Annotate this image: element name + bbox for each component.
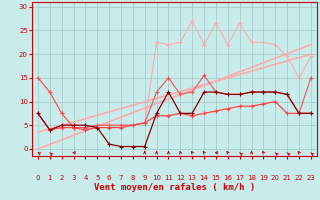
X-axis label: Vent moyen/en rafales ( km/h ): Vent moyen/en rafales ( km/h ) [94, 183, 255, 192]
